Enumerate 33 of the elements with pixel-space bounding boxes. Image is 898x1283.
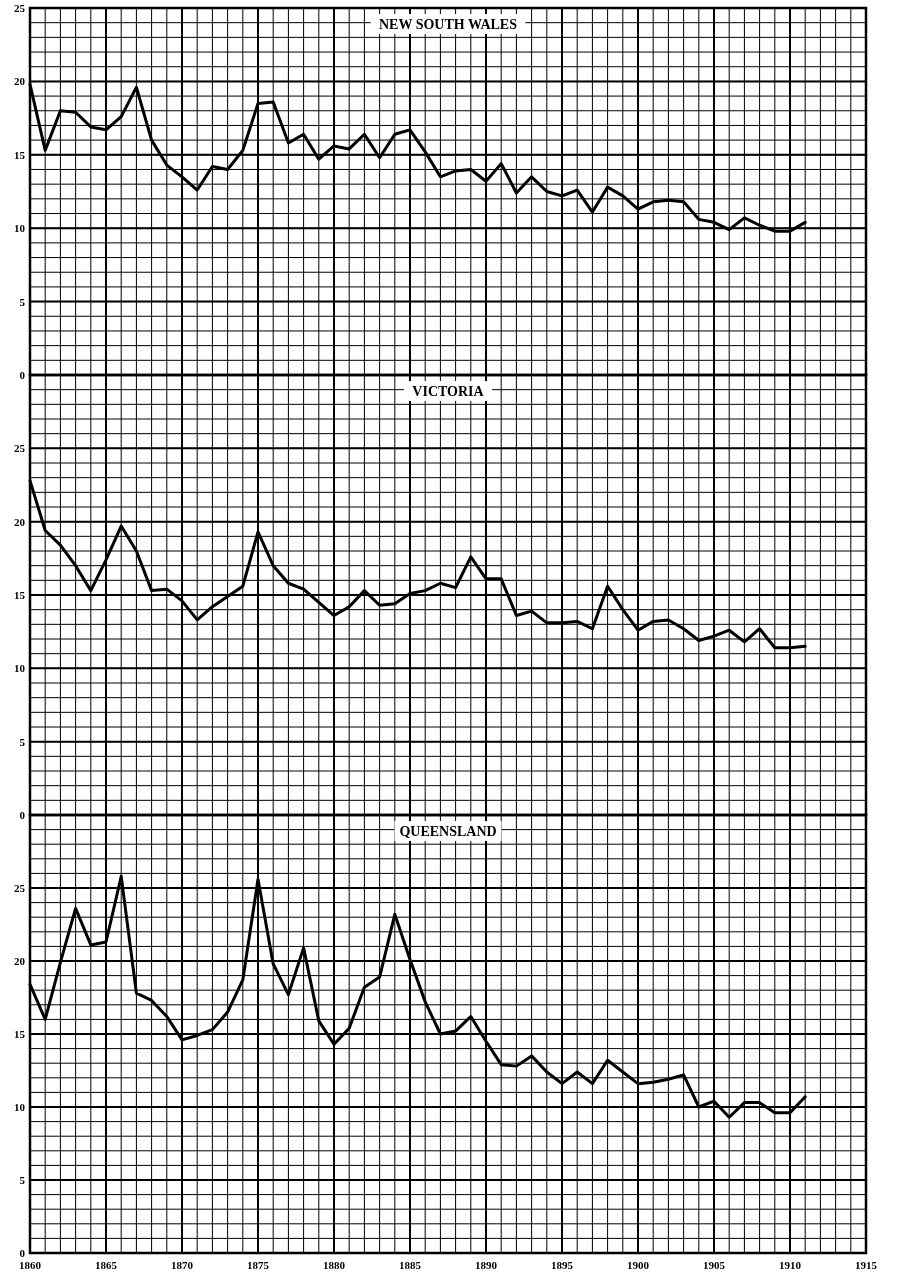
x-tick-label: 1915 xyxy=(855,1259,878,1271)
x-tick-label: 1905 xyxy=(703,1259,726,1271)
x-tick-label: 1880 xyxy=(323,1259,346,1271)
x-tick-label: 1870 xyxy=(171,1259,194,1271)
y-tick-label: 10 xyxy=(14,662,26,675)
y-tick-label: 0 xyxy=(19,1247,26,1259)
y-tick-label: 25 xyxy=(14,882,26,894)
text: QUEENSLAND xyxy=(399,824,497,839)
x-tick-label: 1865 xyxy=(95,1259,118,1271)
x-tick-label: 1895 xyxy=(551,1259,574,1271)
x-tick-label: 1875 xyxy=(247,1259,270,1271)
y-tick-label: 15 xyxy=(14,1028,26,1040)
x-tick-label: 1910 xyxy=(779,1259,802,1271)
y-tick-label: 10 xyxy=(14,222,26,235)
x-tick-label: 1890 xyxy=(475,1259,498,1271)
y-tick-label: 25 xyxy=(14,2,26,14)
x-tick-label: 1885 xyxy=(399,1259,422,1271)
y-tick-label: 20 xyxy=(14,75,26,88)
x-tick-label: 1900 xyxy=(627,1259,650,1271)
y-tick-label: 20 xyxy=(14,515,26,528)
y-tick-label: 10 xyxy=(14,1101,26,1113)
y-tick-label: 0 xyxy=(19,809,26,821)
y-tick-label: 5 xyxy=(19,1174,26,1186)
y-tick-label: 20 xyxy=(14,955,26,967)
y-tick-label: 0 xyxy=(19,369,26,381)
y-tick-label: 15 xyxy=(14,148,26,161)
y-tick-label: 5 xyxy=(19,295,26,308)
y-tick-label: 5 xyxy=(19,735,26,748)
y-tick-label: 15 xyxy=(14,589,26,601)
x-tick-label: 1860 xyxy=(19,1259,42,1271)
text: VICTORIA xyxy=(412,384,485,399)
y-tick-label: 25 xyxy=(14,442,26,455)
text: NEW SOUTH WALES xyxy=(379,17,518,32)
